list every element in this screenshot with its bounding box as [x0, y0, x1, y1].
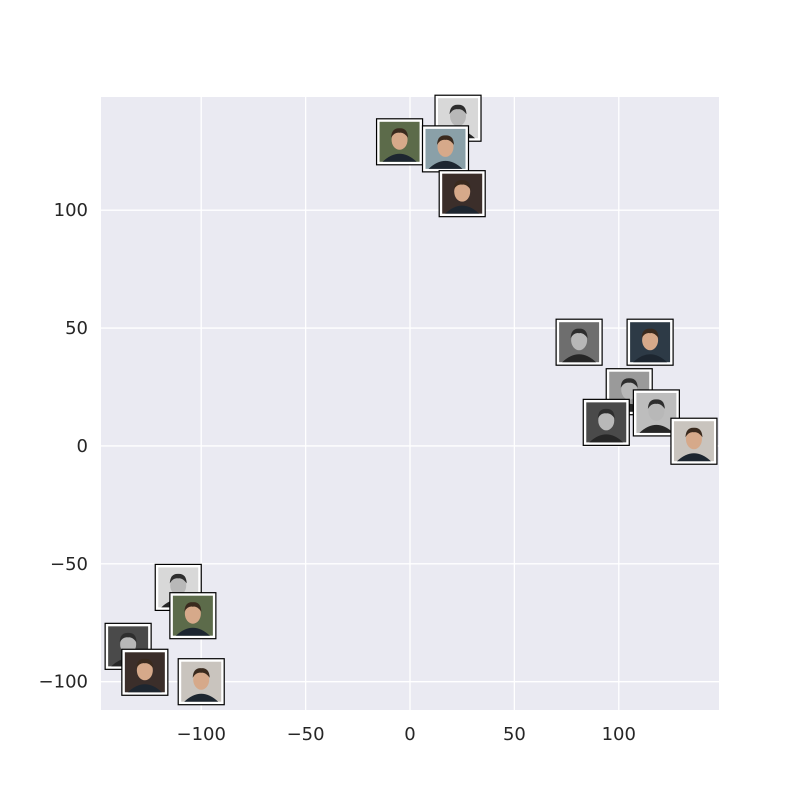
thumbnail-shoulders	[127, 684, 162, 693]
thumbnail-shoulders	[184, 693, 219, 702]
thumbnail-hair	[436, 135, 454, 145]
thumbnail-face	[598, 410, 615, 431]
thumbnail-shoulders	[562, 354, 597, 363]
tick-labels: −100 −50 0 50 100 −100 −50 0 50 100	[39, 200, 636, 745]
thumbnail-shoulders	[589, 434, 624, 443]
thumbnail-face	[454, 181, 471, 202]
thumbnail-face	[184, 603, 201, 624]
y-tick-label: −50	[50, 554, 88, 575]
thumbnail-face	[642, 330, 659, 351]
thumbnail-hair	[391, 128, 409, 138]
data-point-thumbnail	[421, 125, 470, 173]
x-tick-label: 100	[602, 724, 636, 745]
thumbnail-hair	[685, 427, 703, 438]
thumbnail-face	[391, 129, 408, 150]
thumbnail-shoulders	[633, 354, 668, 363]
data-point-thumbnail	[121, 648, 169, 696]
thumbnail-shoulders	[676, 453, 711, 462]
thumbnail-hair	[641, 328, 659, 339]
thumbnail-shoulders	[428, 160, 463, 169]
thumbnail-hair	[620, 378, 638, 388]
thumbnail-hair	[184, 602, 202, 612]
data-point-thumbnail	[626, 318, 674, 366]
data-point-thumbnail	[632, 389, 680, 437]
thumbnail-hair	[570, 328, 588, 339]
thumbnail-hair	[169, 573, 187, 584]
thumbnail-hair	[192, 668, 210, 678]
y-tick-label: 50	[65, 318, 88, 339]
thumbnail-face	[571, 330, 588, 351]
thumbnail-face	[136, 660, 153, 681]
thumbnail-shoulders	[175, 627, 210, 636]
data-point-thumbnail	[438, 170, 486, 218]
y-tick-label: −100	[39, 672, 88, 693]
thumbnail-hair	[136, 658, 154, 669]
data-point-thumbnail	[375, 118, 424, 166]
data-point-thumbnail	[670, 417, 718, 465]
x-tick-label: 0	[404, 724, 415, 745]
x-tick-label: −100	[176, 724, 225, 745]
thumbnail-hair	[119, 632, 137, 643]
thumbnail-face	[685, 429, 702, 450]
thumbnail-shoulders	[639, 424, 674, 433]
thumbnail-face	[170, 575, 187, 596]
thumbnail-hair	[449, 104, 467, 115]
y-tick-label: 0	[77, 436, 88, 457]
thumbnail-face	[437, 136, 454, 157]
x-tick-label: 50	[503, 724, 526, 745]
data-point-thumbnail	[177, 658, 225, 706]
thumbnail-hair	[597, 408, 615, 419]
data-point-thumbnail	[169, 592, 217, 640]
thumbnail-shoulders	[382, 153, 417, 162]
thumbnail-face	[193, 669, 210, 690]
data-point-thumbnail	[555, 318, 603, 366]
x-tick-label: −50	[287, 724, 325, 745]
data-point-thumbnail	[582, 398, 630, 446]
thumbnail-hair	[647, 399, 665, 409]
y-tick-label: 100	[54, 200, 88, 221]
thumbnail-shoulders	[445, 205, 480, 214]
grid-lines	[101, 97, 719, 710]
data-points	[104, 94, 718, 706]
thumbnail-hair	[453, 180, 471, 190]
thumbnail-face	[450, 106, 467, 127]
thumbnail-face	[648, 400, 665, 421]
